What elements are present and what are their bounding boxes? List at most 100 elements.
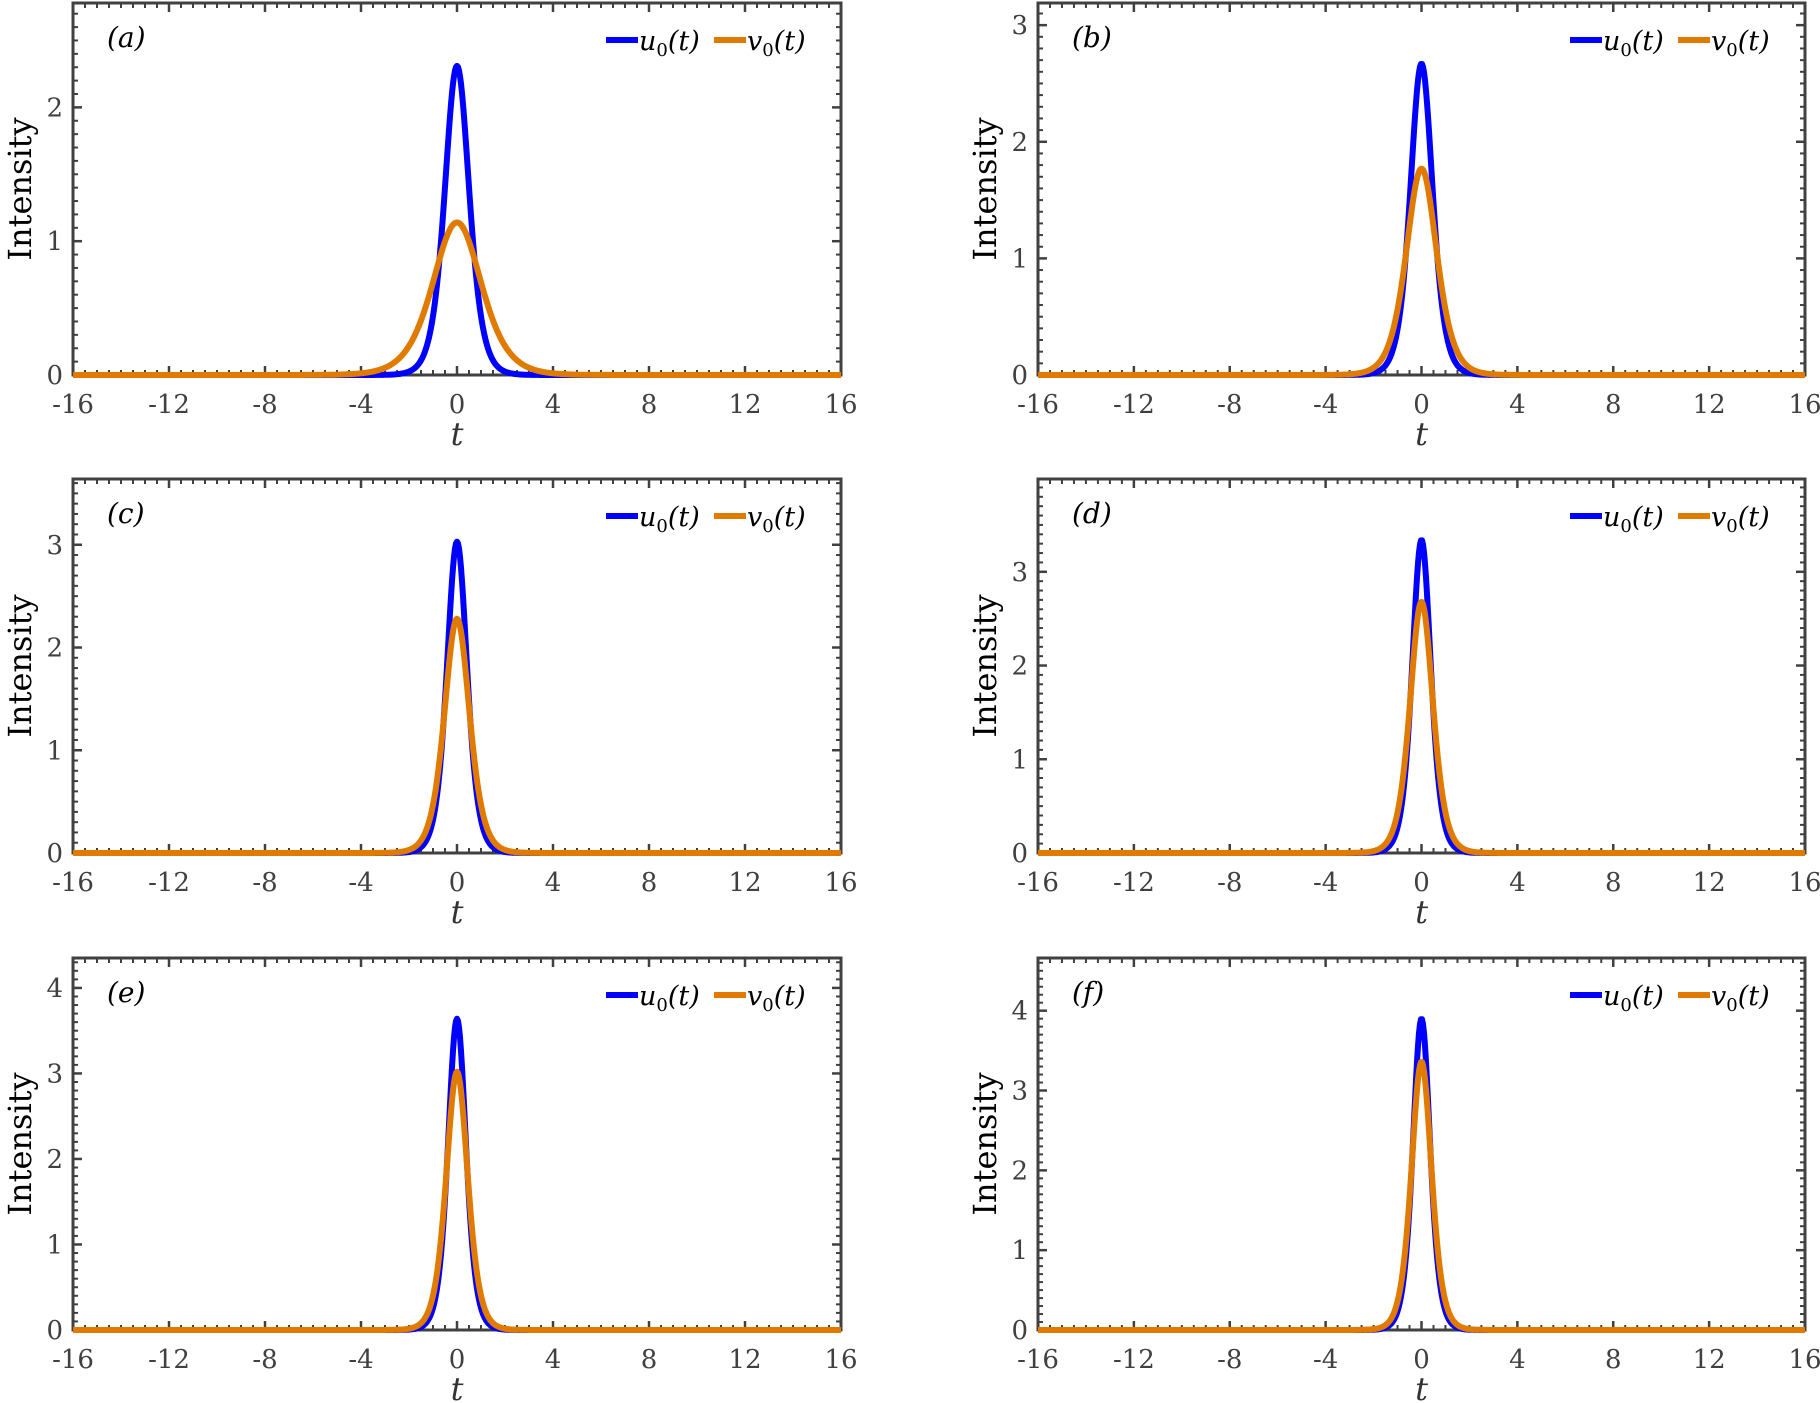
axes-frame	[71, 1, 843, 377]
x-tick-label: -8	[252, 868, 277, 898]
series-line-v	[1036, 1059, 1807, 1333]
series-line-v	[71, 219, 843, 378]
x-tick-label: 8	[641, 390, 658, 420]
x-tick-label: -4	[348, 868, 373, 898]
x-tick-label: -16	[52, 390, 94, 420]
x-tick-label: 0	[1413, 868, 1430, 898]
y-tick-label: 4	[1011, 997, 1028, 1027]
x-tick-label: 0	[449, 1345, 466, 1375]
x-tick-label: -4	[348, 1345, 373, 1375]
x-tick-label: 0	[1413, 390, 1430, 420]
y-tick-label: 0	[46, 361, 63, 391]
x-axis-label: t	[451, 415, 464, 453]
x-tick-label: 4	[1509, 1345, 1526, 1375]
y-axis-label: Intensity	[966, 117, 1004, 260]
legend: u0(t) v0(t)	[1570, 502, 1770, 537]
series-line-u	[71, 538, 843, 856]
x-tick-label: 8	[641, 868, 658, 898]
legend-label-u: u0(t)	[639, 981, 700, 1016]
x-tick-label: 4	[545, 390, 562, 420]
x-tick-label: 4	[1509, 868, 1526, 898]
x-tick-label: -4	[348, 390, 373, 420]
series-line-v	[71, 1068, 843, 1333]
x-tick-label: 16	[824, 1345, 857, 1375]
x-tick-label: -16	[1017, 1345, 1059, 1375]
y-tick-label: 1	[1011, 1236, 1028, 1266]
x-tick-label: 16	[1788, 390, 1820, 420]
series-line-v	[1036, 599, 1807, 856]
legend-label-u: u0(t)	[1603, 502, 1664, 537]
series-line-u	[1036, 61, 1807, 378]
x-axis-label: t	[1415, 415, 1428, 453]
x-tick-label: 0	[449, 868, 466, 898]
legend-label-v: v0(t)	[1711, 981, 1770, 1016]
y-tick-label: 0	[1011, 839, 1028, 869]
x-tick-label: -16	[52, 1345, 94, 1375]
y-tick-label: 0	[46, 1316, 63, 1346]
x-tick-label: 16	[824, 390, 857, 420]
x-axis-label: t	[1415, 1370, 1428, 1403]
series-line-u	[1036, 537, 1807, 856]
series-line-v	[1036, 165, 1807, 378]
legend-label-v: v0(t)	[747, 502, 806, 537]
y-axis-label: Intensity	[1, 594, 39, 737]
x-tick-label: -12	[148, 390, 190, 420]
x-tick-label: -8	[252, 1345, 277, 1375]
x-axis-label: t	[451, 1370, 464, 1403]
axes-frame	[1036, 477, 1807, 855]
x-tick-label: -8	[1217, 1345, 1242, 1375]
y-tick-label: 3	[46, 531, 63, 561]
legend: u0(t) v0(t)	[606, 981, 806, 1016]
x-tick-label: -12	[148, 868, 190, 898]
x-tick-label: -12	[1113, 868, 1155, 898]
series-line-v	[71, 615, 843, 856]
legend-label-v: v0(t)	[1711, 502, 1770, 537]
x-tick-label: -4	[1313, 390, 1338, 420]
y-tick-label: 3	[1011, 558, 1028, 588]
axes-frame	[1036, 1, 1807, 377]
y-tick-label: 1	[46, 1230, 63, 1260]
y-tick-label: 2	[1011, 1156, 1028, 1186]
x-tick-label: 8	[1605, 868, 1622, 898]
x-tick-label: 8	[1605, 390, 1622, 420]
legend-label-v: v0(t)	[747, 981, 806, 1016]
panel-label: (c)	[107, 497, 145, 530]
y-tick-label: 3	[46, 1059, 63, 1089]
y-tick-label: 1	[1011, 745, 1028, 775]
x-tick-label: 8	[1605, 1345, 1622, 1375]
legend: u0(t) v0(t)	[1570, 26, 1770, 61]
legend-label-u: u0(t)	[639, 26, 700, 61]
x-tick-label: 0	[449, 390, 466, 420]
x-tick-label: 16	[1788, 1345, 1820, 1375]
x-tick-label: -8	[1217, 868, 1242, 898]
legend: u0(t) v0(t)	[606, 502, 806, 537]
x-tick-label: -12	[1113, 390, 1155, 420]
legend: u0(t) v0(t)	[606, 26, 806, 61]
x-tick-label: 0	[1413, 1345, 1430, 1375]
y-axis-label: Intensity	[1, 1072, 39, 1215]
x-tick-label: 12	[1693, 868, 1726, 898]
x-tick-label: -16	[1017, 868, 1059, 898]
x-tick-label: -12	[1113, 1345, 1155, 1375]
x-axis-label: t	[451, 893, 464, 931]
y-tick-label: 4	[46, 974, 63, 1004]
x-tick-label: -12	[148, 1345, 190, 1375]
x-tick-label: -8	[1217, 390, 1242, 420]
x-tick-label: -4	[1313, 1345, 1338, 1375]
y-tick-label: 2	[46, 634, 63, 664]
x-tick-label: 12	[1693, 390, 1726, 420]
y-axis-label: Intensity	[966, 594, 1004, 737]
y-tick-label: 3	[1011, 1077, 1028, 1107]
x-tick-label: 12	[728, 390, 761, 420]
y-tick-label: 2	[1011, 652, 1028, 682]
x-tick-label: 12	[1693, 1345, 1726, 1375]
y-tick-label: 1	[46, 736, 63, 766]
y-axis-label: Intensity	[1, 117, 39, 260]
x-tick-label: 16	[824, 868, 857, 898]
x-tick-label: -8	[252, 390, 277, 420]
